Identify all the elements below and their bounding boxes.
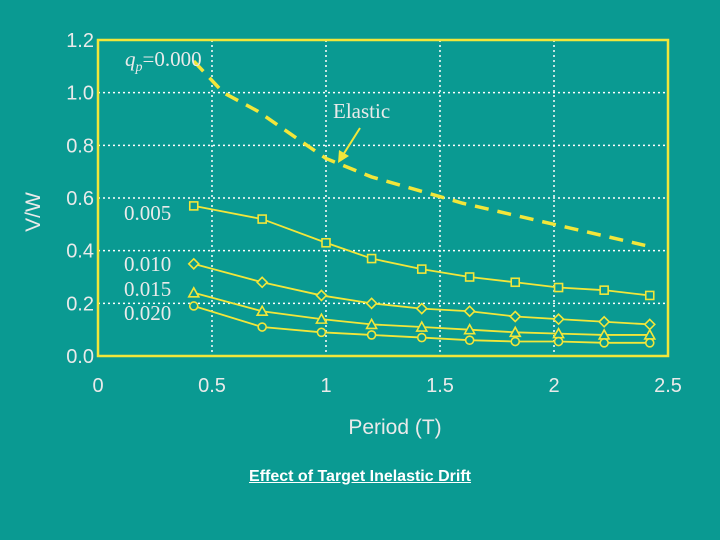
- data-point: [553, 336, 564, 347]
- x-tick-label: 1: [320, 375, 331, 397]
- data-point: [599, 285, 609, 295]
- series-line: [193, 305, 650, 344]
- y-tick-label: 1.2: [66, 30, 94, 52]
- data-point: [552, 313, 565, 326]
- series-0.005: [188, 201, 655, 301]
- data-point: [463, 323, 476, 335]
- data-point: [321, 237, 331, 248]
- data-point: [509, 310, 522, 323]
- y-tick-label: 0.0: [66, 346, 94, 368]
- y-tick-label: 0.8: [66, 135, 94, 157]
- data-point: [644, 338, 655, 348]
- data-point: [257, 214, 267, 224]
- series-0.010: [187, 257, 656, 331]
- data-point: [256, 276, 269, 289]
- qp-subscript: p: [135, 60, 143, 75]
- data-point: [416, 332, 427, 343]
- data-point: [643, 318, 656, 331]
- series-0.015: [187, 286, 657, 340]
- elastic-arrow-shaft: [342, 127, 361, 156]
- series-line: [193, 262, 650, 326]
- data-point: [255, 304, 269, 317]
- data-point: [464, 272, 475, 282]
- data-point: [599, 338, 609, 348]
- qp-value: =0.000: [143, 47, 202, 71]
- y-tick-label: 1.0: [66, 83, 94, 105]
- data-point: [316, 327, 327, 338]
- data-point: [598, 315, 611, 328]
- elastic-arrow: [338, 127, 361, 163]
- label-0-005: 0.005: [124, 201, 171, 225]
- data-point: [510, 336, 521, 347]
- qp-symbol: q: [125, 47, 136, 71]
- series-0.020: [188, 301, 655, 348]
- x-tick-label: 1.5: [426, 375, 454, 397]
- data-point: [188, 301, 199, 311]
- data-point: [365, 297, 378, 310]
- x-axis-title: Period (T): [348, 416, 441, 439]
- label-0-020: 0.020: [124, 301, 171, 325]
- caption-link[interactable]: Effect of Target Inelastic Drift: [249, 468, 471, 485]
- data-point: [463, 305, 476, 318]
- data-point: [187, 286, 201, 298]
- data-point: [644, 290, 655, 301]
- data-point: [508, 325, 522, 338]
- series-0.000: [192, 59, 646, 248]
- data-point: [416, 264, 427, 274]
- data-point: [188, 201, 199, 211]
- data-point: [315, 312, 328, 324]
- data-point: [365, 317, 378, 330]
- data-point: [366, 253, 377, 264]
- plot-frame: [96, 38, 670, 358]
- label-0-010: 0.010: [124, 252, 171, 276]
- elastic-annotation: Elastic: [333, 99, 390, 123]
- x-tick-label: 2: [548, 375, 559, 397]
- qp-annotation: qp=0.000: [125, 47, 202, 75]
- y-tick-label: 0.2: [66, 293, 94, 315]
- series-line: [192, 59, 646, 248]
- ticks: 0 0.5 1 1.5 2 2.5 0.0 0.2 0.4 0.6 0.8 1.0 1.2: [66, 30, 682, 397]
- data-point: [510, 277, 521, 288]
- series-line: [193, 205, 650, 297]
- x-tick-label: 0.5: [198, 375, 226, 397]
- y-tick-label: 0.4: [66, 241, 94, 263]
- data-point: [315, 289, 328, 302]
- label-0-015: 0.015: [124, 277, 171, 301]
- data-point: [415, 320, 429, 332]
- elastic-arrow-head: [338, 150, 349, 163]
- series-line: [193, 291, 650, 336]
- x-tick-label: 0: [92, 375, 103, 397]
- data-point: [366, 330, 377, 340]
- data-point: [257, 322, 267, 332]
- chart: 0 0.5 1 1.5 2 2.5 0.0 0.2 0.4 0.6 0.8 1.0 1.2 Period…: [22, 30, 682, 439]
- series-group: [187, 59, 657, 348]
- data-point: [187, 257, 200, 270]
- data-point: [415, 302, 428, 315]
- x-tick-label: 2.5: [654, 375, 682, 397]
- y-tick-label: 0.6: [66, 188, 94, 210]
- grid: [98, 40, 668, 356]
- data-point: [464, 335, 475, 346]
- data-point: [553, 282, 564, 293]
- y-axis-title: V/W: [22, 192, 45, 232]
